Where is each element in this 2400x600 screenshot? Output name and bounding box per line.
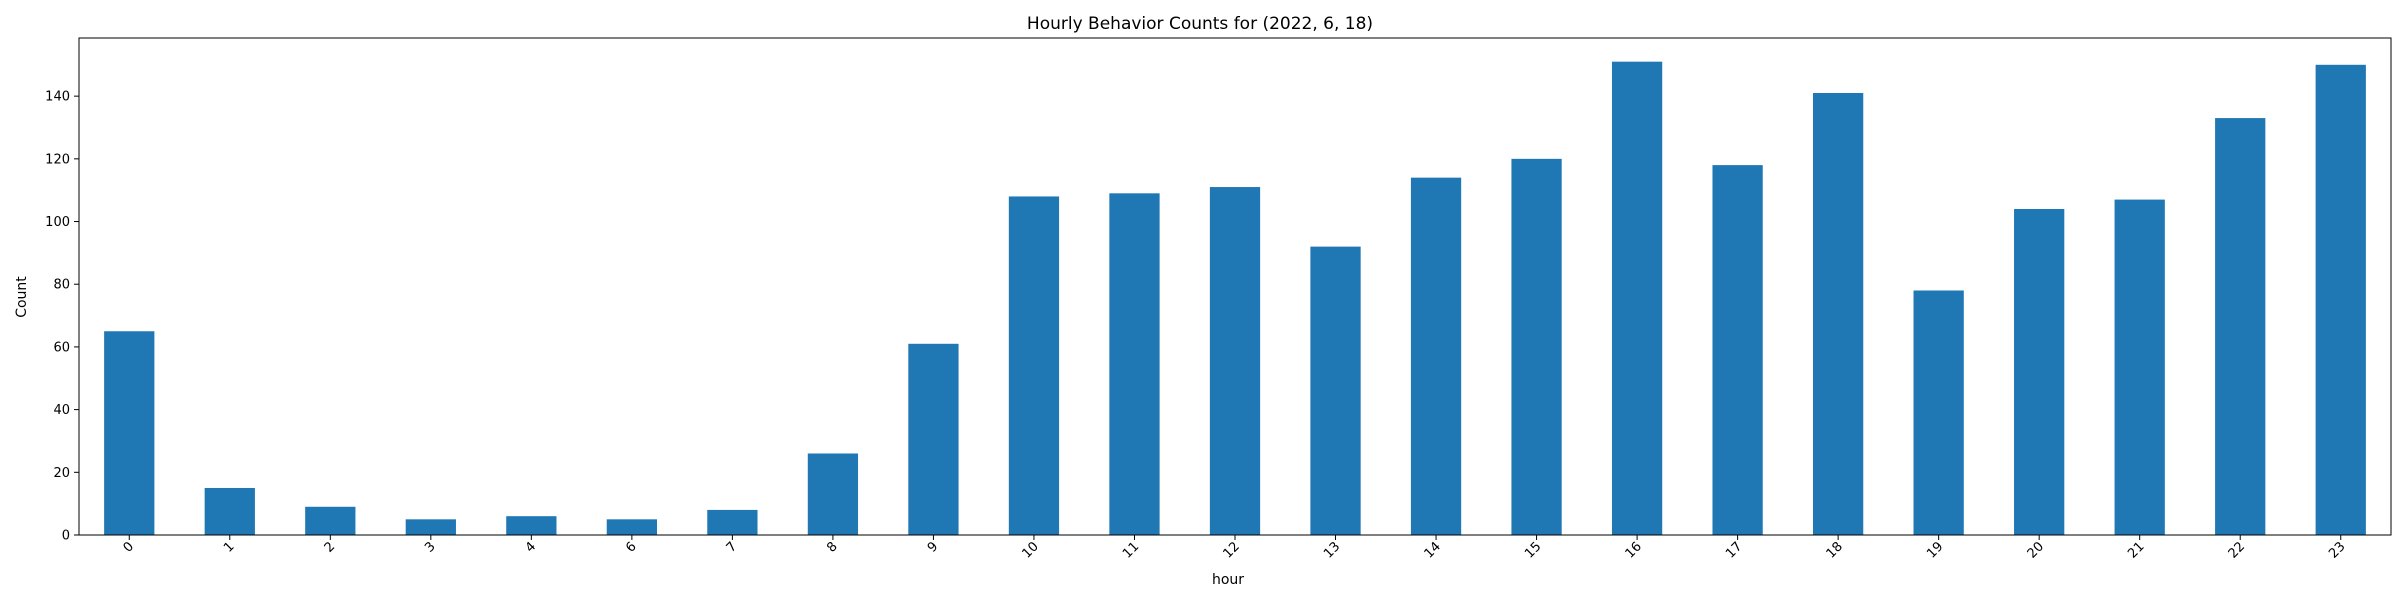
bar-hour-18 <box>1813 93 1864 535</box>
bar-hour-4 <box>506 516 557 535</box>
bar-hour-21 <box>2114 199 2165 535</box>
y-tick-label: 100 <box>45 215 70 230</box>
x-tick-label: 13 <box>1321 539 1343 561</box>
bar-hour-1 <box>204 487 255 535</box>
bar-hour-9 <box>908 343 959 535</box>
bar-hour-7 <box>707 509 758 535</box>
bar-hour-22 <box>2215 118 2266 535</box>
bar-hour-19 <box>1913 290 1964 535</box>
x-tick-label: 18 <box>1824 539 1846 561</box>
plot-frame <box>78 37 2392 536</box>
x-tick-label: 2 <box>322 539 338 555</box>
x-tick-label: 1 <box>221 539 237 555</box>
x-tick-label: 8 <box>824 539 840 555</box>
y-tick-label: 120 <box>45 152 70 167</box>
bar-hour-0 <box>104 331 155 535</box>
x-tick-label: 10 <box>1019 539 1041 561</box>
x-tick-label: 17 <box>1723 539 1745 561</box>
bars-group <box>104 61 2366 536</box>
x-tick-label: 14 <box>1422 539 1444 561</box>
bar-hour-12 <box>1209 187 1261 535</box>
bar-hour-2 <box>305 506 356 535</box>
x-tick-label: 9 <box>925 539 941 555</box>
bar-hour-16 <box>1611 61 1663 536</box>
y-tick-label: 140 <box>45 90 70 105</box>
x-tick-label: 16 <box>1623 539 1645 561</box>
bar-hour-23 <box>2315 64 2366 535</box>
x-tick-label: 12 <box>1221 539 1243 561</box>
y-tick-label: 0 <box>62 529 70 544</box>
bar-hour-14 <box>1410 177 1462 536</box>
bar-hour-8 <box>807 453 859 535</box>
x-tick-label: 23 <box>2326 539 2348 561</box>
chart-title: Hourly Behavior Counts for (2022, 6, 18) <box>1027 14 1373 34</box>
bar-hour-11 <box>1109 193 1160 535</box>
bar-hour-3 <box>405 519 456 535</box>
x-tick-label: 11 <box>1120 539 1142 561</box>
x-tick-label: 4 <box>523 539 539 555</box>
y-tick-label: 60 <box>53 340 70 355</box>
x-axis-title: hour <box>1212 572 1244 588</box>
x-tick-label: 20 <box>2025 539 2047 561</box>
x-tick-label: 3 <box>422 539 438 555</box>
x-tick-label: 15 <box>1522 539 1544 561</box>
y-axis-ticks: 0 20 40 60 80 100 120 140 <box>45 90 79 544</box>
bar-hour-6 <box>606 519 657 535</box>
y-axis-title: Count <box>14 276 30 318</box>
bar-hour-15 <box>1511 158 1562 535</box>
bar-hour-13 <box>1310 246 1361 535</box>
x-tick-label: 22 <box>2226 539 2248 561</box>
x-tick-label: 0 <box>121 539 137 555</box>
y-tick-label: 40 <box>53 403 70 418</box>
bar-hour-10 <box>1008 196 1060 535</box>
y-tick-label: 20 <box>53 466 70 481</box>
x-tick-label: 19 <box>1924 539 1946 561</box>
x-tick-label: 21 <box>2125 539 2147 561</box>
x-axis-ticks: 0 1 2 3 4 6 7 8 9 10 11 12 13 14 15 16 17 18 19 20 21 22 23 <box>121 535 2349 562</box>
y-tick-label: 80 <box>53 278 70 293</box>
x-tick-label: 6 <box>623 539 639 555</box>
bar-hour-17 <box>1712 165 1763 535</box>
x-tick-label: 7 <box>724 539 740 555</box>
bar-hour-20 <box>2014 208 2065 535</box>
